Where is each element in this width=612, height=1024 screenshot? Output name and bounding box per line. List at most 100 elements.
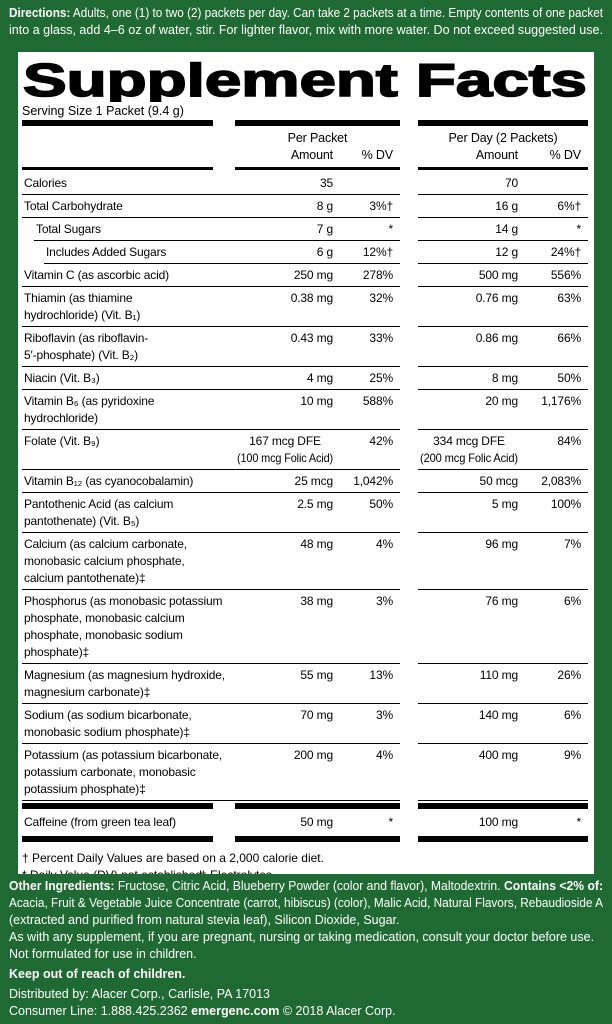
nutrient-name: Pantothenic Acid (as calcium pantothenate…: [22, 493, 235, 533]
nutrient-name: Total Sugars: [22, 218, 235, 241]
cell-line-inner: 12 g: [495, 245, 518, 259]
cell-line: Magnesium (as magnesium hydroxide,: [24, 667, 228, 684]
cell-line: 200 mg: [237, 747, 333, 764]
amount-cell: 250 mg: [235, 264, 340, 287]
cell-line: Vitamin C (as ascorbic acid): [24, 267, 228, 284]
amount-cell: 10 mg: [235, 390, 340, 430]
amount-cell: 7%: [525, 533, 588, 590]
amount-cell: *: [525, 811, 588, 834]
directions-line: into a glass, add 4–6 oz of water, stir.…: [9, 21, 603, 38]
cell-line: 100 mg: [420, 814, 518, 831]
amount-cell: 55 mg: [235, 664, 340, 704]
cell-line: potassium carbonate, monobasic: [24, 764, 228, 781]
nutrient-name: Includes Added Sugars: [22, 241, 235, 264]
gap: [400, 195, 418, 218]
nutrient-row: Potassium (as potassium bicarbonate, pota…: [22, 744, 588, 801]
cell-line: 278%: [342, 267, 393, 284]
cell-line-inner: 24%†: [550, 245, 581, 259]
gap: [400, 811, 418, 834]
amount-cell: 200 mg: [235, 744, 340, 801]
column-header: % DV: [549, 148, 582, 162]
gap: [400, 533, 418, 590]
cell-line-inner: phosphate, monobasic sodium: [24, 628, 183, 642]
rule-cell: [400, 834, 418, 844]
cell-line-inner: 66%: [557, 331, 581, 345]
nutrient-row: Vitamin B₆ (as pyridoxine hydrochloride) 1…: [22, 390, 588, 430]
cell-line: 1,042%: [342, 473, 393, 490]
amount-cell: 1,176%: [525, 390, 588, 430]
rule: [22, 836, 213, 842]
cell-line: *: [527, 221, 581, 238]
nutrient-name: Vitamin B₆ (as pyridoxine hydrochloride): [22, 390, 235, 430]
nutrient-name: Phosphorus (as monobasic potassium phosph…: [22, 590, 235, 664]
cell-line-inner: 63%: [557, 291, 581, 305]
amount-cell: 100 mg: [418, 811, 525, 834]
cell-line: 0.76 mg: [420, 290, 518, 307]
nutrient-row: Riboflavin (as riboflavin- 5′-phosphate) …: [22, 327, 588, 367]
nutrient-row: Caffeine (from green tea leaf) 50 mg * 100 …: [22, 811, 588, 834]
cell-line-inner: 5 mg: [491, 497, 518, 511]
cell-line-inner: Calcium (as calcium carbonate,: [24, 537, 187, 551]
cell-line: 76 mg: [420, 593, 518, 610]
nutrient-name: Calcium (as calcium carbonate, monobasic …: [22, 533, 235, 590]
cell-line-inner: 100 mg: [478, 815, 518, 829]
amount-cell: 278%: [340, 264, 400, 287]
cell-line: 4%: [342, 536, 393, 553]
nutrient-name: Vitamin B₁₂ (as cyanocobalamin): [22, 470, 235, 493]
cell-line-inner: 33%: [369, 331, 393, 345]
rule-cell: [235, 801, 400, 811]
gap: [400, 493, 418, 533]
amount-cell: 35: [235, 172, 340, 195]
ingredients: Fructose, Citric Acid, Blueberry Powder …: [117, 879, 501, 893]
cell-line: *: [342, 814, 393, 831]
cell-line-inner: Total Sugars: [36, 222, 101, 236]
rule-cell: [400, 165, 418, 172]
cell-line: monobasic calcium phosphate,: [24, 553, 228, 570]
cell-line: 0.38 mg: [237, 290, 333, 307]
cell-line: 63%: [527, 290, 581, 307]
amount-cell: 70: [418, 172, 525, 195]
cell-line-inner: Thiamin (as thiamine: [24, 291, 133, 305]
footnote: † Percent Daily Values are based on a 2,…: [22, 851, 324, 865]
cell-line: Vitamin B₁₂ (as cyanocobalamin): [24, 473, 228, 490]
nutrient-name: Riboflavin (as riboflavin- 5′-phosphate) …: [22, 327, 235, 367]
cell-line-inner: 10 mg: [300, 394, 333, 408]
amount-cell: 25 mcg: [235, 470, 340, 493]
cell-line-inner: 167 mcg DFE: [249, 434, 321, 448]
amount-cell: 38 mg: [235, 590, 340, 664]
gap: [400, 744, 418, 801]
cell-line-inner: Sodium (as sodium bicarbonate,: [24, 708, 192, 722]
cell-line-inner: 556%: [550, 268, 581, 282]
amount-cell: 167 mcg DFE (100 mcg Folic Acid): [235, 430, 340, 470]
amount-cell: 100%: [525, 493, 588, 533]
cell-line-inner: 0.86 mg: [475, 331, 518, 345]
amount-cell: 50%: [525, 367, 588, 390]
cell-line: Riboflavin (as riboflavin-: [24, 330, 228, 347]
cell-line: magnesium carbonate)‡: [24, 684, 228, 701]
bottom-text: Other Ingredients: Fructose, Citric Acid…: [9, 878, 603, 1020]
cell-line: (100 mcg Folic Acid): [237, 450, 333, 467]
copyright: © 2018 Alacer Corp.: [282, 1004, 396, 1018]
cell-line-inner: 50%: [557, 371, 581, 385]
cell-line-inner: 9%: [563, 748, 581, 762]
gap: [400, 172, 418, 195]
ingredients-label: Other Ingredients:: [9, 879, 115, 893]
amount-cell: 25%: [340, 367, 400, 390]
gap: [400, 264, 418, 287]
nutrient-row: Total Carbohydrate 8 g 3%† 16 g 6%†: [22, 195, 588, 218]
amount-cell: 556%: [525, 264, 588, 287]
keep-out-inner: Keep out of reach of children.: [9, 966, 185, 983]
cell-line: 5 mg: [420, 496, 518, 513]
nutrient-row: Phosphorus (as monobasic potassium phosph…: [22, 590, 588, 664]
amount-cell: *: [525, 218, 588, 241]
cell-line: Total Sugars: [36, 221, 228, 238]
rule-cell: [22, 165, 235, 172]
blank: [22, 147, 235, 165]
amount-cell: 3%†: [340, 195, 400, 218]
rule: [418, 836, 588, 842]
cell-line: 250 mg: [237, 267, 333, 284]
amount-cell: 20 mg: [418, 390, 525, 430]
nutrient-name: Niacin (Vit. B₃): [22, 367, 235, 390]
cell-line-inner: 20 mg: [485, 394, 518, 408]
cell-line-inner: *: [388, 815, 393, 829]
